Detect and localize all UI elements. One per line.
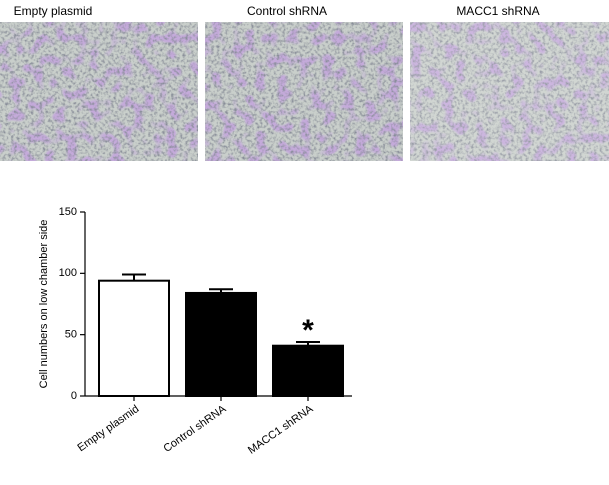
image-label: Empty plasmid	[14, 4, 93, 18]
image-label: Control shRNA	[247, 4, 327, 18]
image-label: MACC1 shRNA	[456, 4, 539, 18]
x-tick-label: Control shRNA	[161, 403, 229, 455]
micrograph	[410, 22, 609, 161]
y-tick-label: 0	[71, 390, 77, 402]
bar	[272, 344, 344, 397]
x-tick-label: MACC1 shRNA	[246, 403, 316, 457]
y-tick-label: 100	[59, 267, 77, 279]
x-tick-label: Empty plasmid	[75, 403, 141, 454]
annotation: *	[302, 314, 314, 347]
micrograph	[0, 22, 198, 161]
y-tick-label: 50	[65, 329, 77, 341]
y-tick-label: 150	[59, 206, 77, 218]
micrograph	[205, 22, 403, 161]
y-axis-label: Cell numbers on low chamber side	[38, 220, 50, 389]
bar	[98, 279, 170, 397]
bar	[185, 291, 257, 397]
